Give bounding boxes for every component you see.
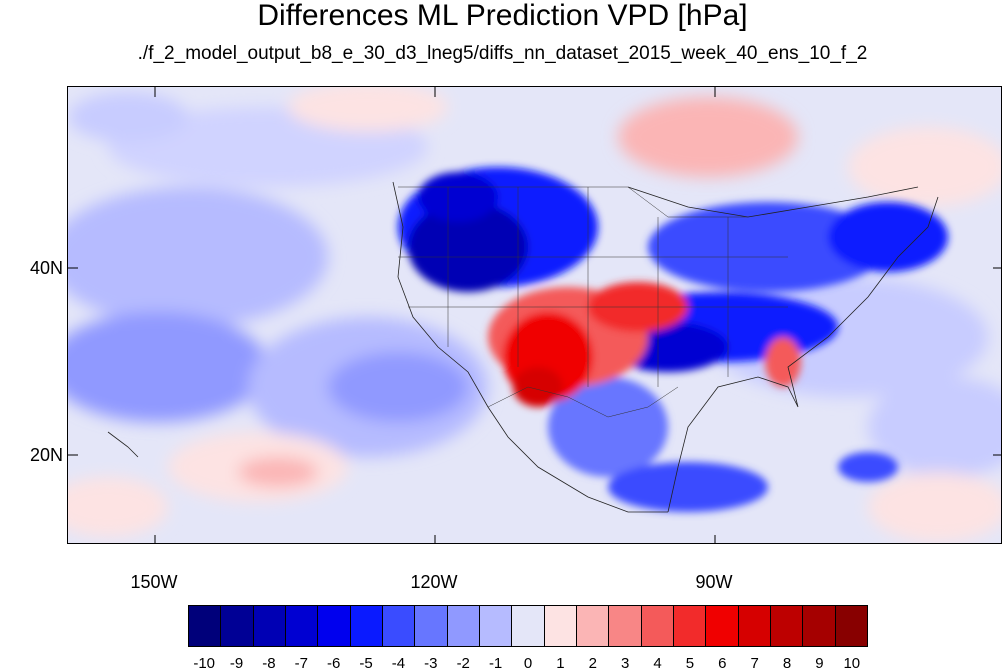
colorbar-swatch xyxy=(641,606,674,646)
colorbar-swatch xyxy=(770,606,804,646)
colorbar-tick-label: 2 xyxy=(588,655,597,672)
colorbar-tick-label: 9 xyxy=(815,655,824,672)
colorbar-tick-label: -5 xyxy=(359,655,373,672)
colorbar-swatch xyxy=(673,606,707,646)
colorbar-tick-label: 0 xyxy=(523,655,533,672)
colorbar-swatch xyxy=(221,606,254,646)
colorbar-swatch xyxy=(415,606,448,646)
colorbar-swatch xyxy=(544,606,577,646)
colorbar-swatch xyxy=(189,606,222,646)
colorbar-tick-label: 5 xyxy=(685,655,695,672)
colorbar-swatch xyxy=(609,606,642,646)
colorbar-tick-label: -3 xyxy=(424,655,438,672)
colorbar-swatch xyxy=(447,606,480,646)
colorbar-swatch xyxy=(803,606,836,646)
colorbar-tick-label: -8 xyxy=(262,655,276,672)
lon-label-150w: 150W xyxy=(130,572,178,592)
colorbar-tick-label: -6 xyxy=(327,655,341,672)
colorbar-swatch xyxy=(738,606,771,646)
colorbar-tick-label: -4 xyxy=(391,655,406,672)
lon-label-120w: 120W xyxy=(410,572,458,592)
colorbar xyxy=(188,605,868,647)
colorbar-tick-label: 10 xyxy=(843,655,861,672)
map-title: Differences ML Prediction VPD [hPa] xyxy=(257,0,748,32)
colorbar-swatch xyxy=(706,606,739,646)
map-field xyxy=(68,87,1001,543)
colorbar-swatch xyxy=(318,606,351,646)
lon-label-90w: 90W xyxy=(695,572,733,592)
colorbar-swatch xyxy=(253,606,286,646)
borders xyxy=(398,186,788,418)
map-subtitle: ./f_2_model_output_b8_e_30_d3_lneg5/diff… xyxy=(137,43,868,64)
lat-label-40n: 40N xyxy=(30,258,64,278)
colorbar-tick-label: -1 xyxy=(488,655,503,672)
colorbar-swatch xyxy=(835,606,867,646)
colorbar-tick-label: -2 xyxy=(456,655,470,672)
colorbar-tick-label: -9 xyxy=(229,655,244,672)
coastlines xyxy=(107,181,939,513)
colorbar-tick-label: 1 xyxy=(556,655,565,672)
colorbar-tick-label: 8 xyxy=(782,655,792,672)
axis-ticks xyxy=(68,87,1001,543)
colorbar-swatch xyxy=(285,606,319,646)
lat-label-20n: 20N xyxy=(30,445,64,465)
colorbar-tick-label: 3 xyxy=(620,655,630,672)
vpd-difference-map xyxy=(67,86,1002,544)
colorbar-swatch xyxy=(576,606,610,646)
colorbar-tick-label: 6 xyxy=(718,655,727,672)
colorbar-tick-label: 7 xyxy=(750,655,759,672)
colorbar-tick-label: -10 xyxy=(193,655,216,672)
colorbar-tick-label: 4 xyxy=(653,655,662,672)
colorbar-swatch xyxy=(479,606,513,646)
colorbar-swatch xyxy=(512,606,545,646)
colorbar-swatch xyxy=(350,606,383,646)
colorbar-tick-label: -7 xyxy=(294,655,308,672)
colorbar-swatch xyxy=(382,606,416,646)
